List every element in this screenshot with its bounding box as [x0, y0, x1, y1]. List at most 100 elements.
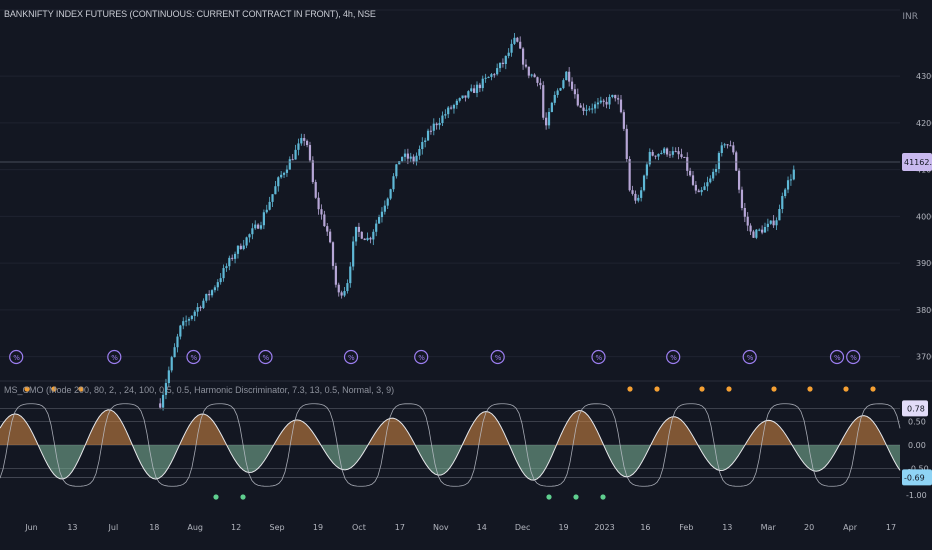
- candle-body: [257, 224, 260, 229]
- candle-body: [712, 171, 715, 179]
- candle-body: [236, 245, 240, 254]
- candle-body: [271, 194, 274, 202]
- signal-marker-glyph: %: [13, 354, 20, 362]
- oscillator-fill: [894, 445, 897, 466]
- candle-body: [331, 242, 335, 266]
- candle-body: [251, 228, 254, 235]
- oscillator-fill: [765, 420, 768, 445]
- indicator-tick-label: 0.00: [908, 441, 926, 450]
- oscillator-fill: [543, 445, 546, 473]
- oscillator-fill: [183, 431, 186, 445]
- candle-body: [167, 370, 170, 384]
- oscillator-fill: [396, 419, 399, 445]
- oscillator-fill: [540, 445, 543, 477]
- candle-body: [159, 403, 162, 408]
- price-tick-label: 37000.00: [916, 353, 932, 362]
- oscillator-fill: [567, 417, 570, 445]
- candle-body: [677, 151, 680, 155]
- oscillator-fill: [726, 445, 729, 470]
- candle-body: [671, 151, 674, 155]
- upper-level-badge: [902, 400, 928, 417]
- oscillator-fill: [729, 445, 732, 468]
- oscillator-fill: [393, 418, 396, 445]
- oscillator-fill: [306, 424, 309, 445]
- upper-level-label: 0.78: [907, 404, 925, 413]
- candle-body: [524, 64, 528, 67]
- oscillator-fill: [336, 445, 339, 469]
- oscillator-fill: [153, 445, 156, 480]
- candle-body: [441, 115, 444, 124]
- oscillator-fill: [219, 430, 222, 445]
- oscillator-fill: [285, 424, 288, 445]
- candle-body: [605, 101, 608, 105]
- candle-body: [383, 205, 386, 212]
- x-axis-tick-label: 19: [313, 523, 323, 532]
- oscillator-fill: [252, 445, 255, 473]
- candle-body: [280, 174, 283, 178]
- oscillator-fill: [447, 445, 450, 472]
- oscillator-fill: [48, 445, 51, 471]
- indicator-tick-label: -0.50: [908, 465, 929, 474]
- oscillator-fill: [456, 445, 459, 458]
- oscillator-fill: [303, 421, 306, 445]
- candle-body: [187, 318, 191, 321]
- candle-body: [755, 229, 758, 238]
- candle-body: [654, 155, 657, 157]
- price-tick-label: 38000.00: [916, 306, 932, 315]
- oscillator-fill: [117, 414, 120, 445]
- signal-marker-icon: [343, 349, 359, 365]
- signal-marker-glyph: %: [670, 354, 677, 362]
- oscillator-fill: [204, 414, 207, 445]
- candle-body: [303, 138, 306, 141]
- candle-body: [161, 394, 165, 408]
- candle-body: [300, 138, 303, 144]
- candle-body: [406, 153, 409, 159]
- candle-body: [239, 245, 242, 250]
- oscillator-fill: [780, 427, 783, 445]
- candle-body: [323, 214, 326, 227]
- candle-body: [282, 172, 286, 175]
- oscillator-fill: [678, 417, 681, 445]
- oscillator-fill: [756, 425, 759, 445]
- oscillator-fill: [660, 423, 663, 445]
- oscillator-fill: [78, 445, 81, 462]
- candle-body: [354, 226, 358, 242]
- candle-body: [173, 347, 176, 358]
- oscillator-fill: [96, 417, 99, 445]
- x-axis-tick-label: Feb: [679, 523, 693, 532]
- candle-body: [642, 175, 646, 191]
- candle-body: [778, 209, 781, 221]
- candle-body: [674, 151, 677, 153]
- candle-body: [285, 169, 289, 173]
- chart-title: BANKNIFTY INDEX FUTURES (CONTINUOUS: CUR…: [4, 9, 376, 19]
- candle-body: [176, 336, 179, 348]
- candle-body: [720, 145, 723, 154]
- oscillator-fill: [339, 445, 342, 470]
- x-axis-tick-label: 2023: [594, 523, 614, 532]
- candle-body: [593, 104, 597, 109]
- candle-body: [530, 74, 533, 76]
- candle-body: [562, 80, 565, 89]
- candle-body: [262, 212, 265, 226]
- oscillator-fill: [690, 431, 693, 445]
- candle-body: [784, 189, 787, 197]
- oscillator-fill: [612, 445, 615, 468]
- candle-body: [343, 291, 346, 296]
- candle-body: [288, 159, 291, 170]
- oscillator-fill: [279, 431, 282, 445]
- candle-body: [478, 84, 481, 89]
- oscillator-fill: [192, 417, 195, 445]
- candle-body: [493, 74, 496, 76]
- candle-body: [723, 144, 726, 146]
- oscillator-fill: [708, 445, 711, 465]
- oscillator-fill: [465, 432, 468, 445]
- candle-body: [766, 223, 769, 228]
- oscillator-fill: [18, 414, 21, 445]
- oscillator-fill: [606, 445, 609, 457]
- candle-body: [634, 193, 637, 201]
- candle-body: [769, 220, 772, 224]
- price-tick-label: 39000.00: [916, 259, 932, 268]
- candle-body: [565, 71, 568, 81]
- oscillator-fill: [714, 445, 717, 470]
- candle-body: [409, 156, 412, 159]
